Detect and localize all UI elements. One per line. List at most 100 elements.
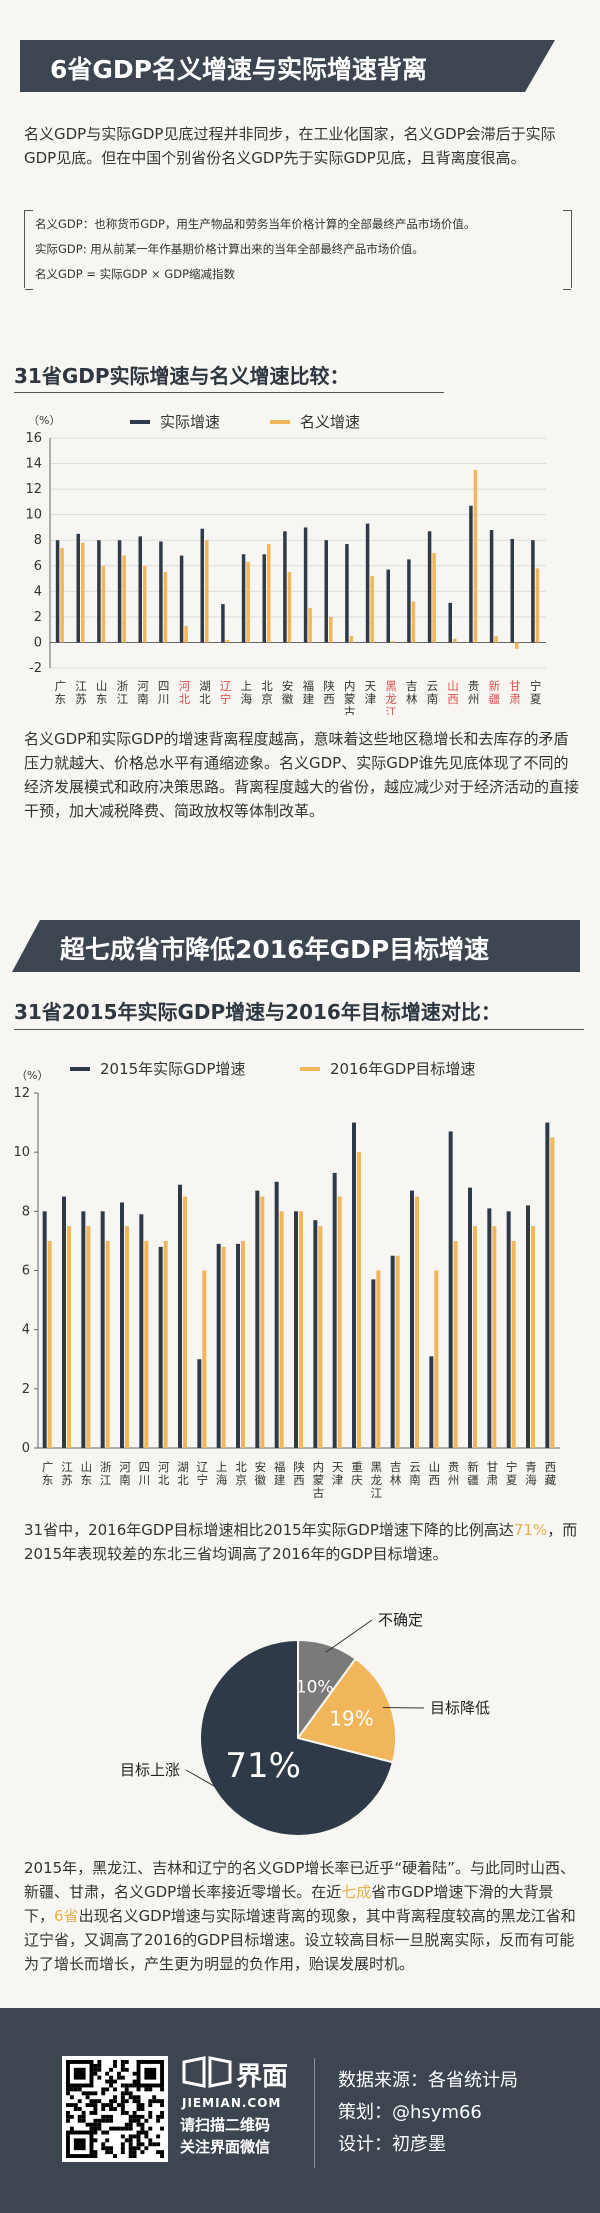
legend-swatch-0	[70, 1067, 90, 1071]
logo-icon	[182, 2056, 232, 2088]
x-tick-label-甘肃: 甘肃	[487, 1460, 499, 1487]
x-tick-label-北京: 北京	[261, 679, 273, 706]
bar-甘肃-1	[515, 642, 519, 649]
bar-黑龙江-1	[376, 1270, 381, 1448]
legend-swatch-0	[130, 420, 150, 424]
bar-宁夏-1	[535, 568, 540, 643]
qr-module	[128, 2114, 133, 2119]
qr-module	[85, 2103, 90, 2108]
qr-module	[101, 2146, 106, 2151]
qr-module	[160, 2114, 164, 2119]
qr-module	[136, 2142, 141, 2147]
qr-module	[69, 2095, 74, 2100]
banner-title-2: 超七成省市降低2016年GDP目标增速	[12, 920, 580, 972]
bar-福建-1	[279, 1211, 284, 1448]
qr-module	[93, 2126, 98, 2131]
x-tick-label-辽宁: 辽宁	[197, 1460, 209, 1487]
x-tick-label-河北: 河北	[179, 679, 191, 706]
qr-module	[160, 2103, 164, 2108]
bar-贵州-0	[469, 505, 473, 643]
y-tick-label: 6	[22, 1264, 30, 1279]
qr-module	[93, 2091, 98, 2096]
qr-module	[148, 2110, 153, 2115]
qr-module	[144, 2118, 149, 2123]
bar-天津-1	[370, 576, 374, 643]
bar-广东-1	[60, 547, 64, 643]
bar-安徽-1	[260, 1196, 265, 1448]
qr-module	[132, 2079, 137, 2084]
x-tick-label-福建: 福建	[274, 1460, 286, 1487]
qr-module	[85, 2091, 90, 2096]
bar-河南-0	[120, 1202, 124, 1448]
x-tick-label-内蒙古: 内蒙古	[313, 1460, 325, 1500]
qr-module	[116, 2103, 121, 2108]
qr-module	[128, 2126, 133, 2131]
qr-finder-inner	[73, 2138, 86, 2151]
x-tick-label-河南: 河南	[137, 679, 149, 706]
qr-module	[93, 2150, 98, 2155]
qr-module	[97, 2075, 102, 2080]
bar-河南-1	[125, 1226, 129, 1448]
qr-module	[81, 2091, 86, 2096]
paragraph-hard-landing: 2015年，黑龙江、吉林和辽宁的名义GDP增长率已近乎“硬着陆”。与此同时山西、…	[24, 1856, 580, 1976]
qr-module	[105, 2118, 110, 2123]
paragraph-target-ratio-text: 31省中，2016年GDP目标增速相比2015年实际GDP增速下降的比例高达	[24, 1521, 514, 1539]
qr-module	[113, 2095, 117, 2100]
qr-module	[93, 2071, 98, 2076]
paragraph-hard-landing-text-a: 2015年，黑龙江、吉林和辽宁的名义GDP增长率已近乎“硬着陆”。与此同时山西、…	[24, 1859, 575, 1901]
qr-module	[120, 2099, 125, 2104]
definition-nominal: 名义GDP：也称货币GDP，用生产物品和劳务当年价格计算的全部最终产品市场价值。	[35, 217, 476, 231]
qr-module	[160, 2150, 164, 2155]
qr-module	[66, 2110, 70, 2115]
bar-山东-0	[97, 540, 101, 643]
qr-module	[136, 2138, 141, 2143]
highlight-seventy-percent: 七成	[341, 1883, 372, 1901]
qr-module	[124, 2091, 129, 2096]
x-tick-label-云南: 云南	[409, 1460, 421, 1487]
qr-module	[152, 2099, 157, 2104]
definition-box: 名义GDP：也称货币GDP，用生产物品和劳务当年价格计算的全部最终产品市场价值。…	[24, 210, 572, 290]
qr-module	[66, 2091, 70, 2096]
x-tick-label-吉林: 吉林	[390, 1460, 402, 1487]
bar-云南-1	[432, 553, 436, 643]
qr-module	[109, 2107, 114, 2111]
y-tick-label: 16	[25, 431, 42, 446]
pie-label-2: 目标上涨	[120, 1761, 180, 1779]
qr-module	[124, 2067, 129, 2072]
qr-module	[105, 2114, 110, 2119]
qr-module	[93, 2063, 98, 2068]
y-tick-label: 6	[34, 559, 42, 574]
qr-module	[124, 2060, 129, 2064]
qr-module	[113, 2087, 117, 2092]
y-tick-label: -2	[29, 661, 42, 676]
qr-module	[113, 2154, 117, 2158]
qr-module	[69, 2103, 74, 2108]
bar-内蒙古-1	[318, 1226, 323, 1448]
x-tick-label-山东: 山东	[96, 679, 108, 706]
bar-山西-0	[429, 1356, 434, 1448]
bar-江苏-1	[81, 542, 85, 643]
bar-江苏-0	[62, 1196, 66, 1448]
qr-module	[97, 2126, 102, 2131]
y-tick-label: 12	[13, 1086, 30, 1101]
bar-宁夏-0	[506, 1211, 511, 1448]
bar-山西-1	[434, 1270, 439, 1448]
pie-value-2: 71%	[225, 1746, 301, 1786]
planner-credit: 策划：@hsym66	[338, 2102, 482, 2123]
x-tick-label-陕西: 陕西	[293, 1460, 305, 1487]
x-tick-label-山东: 山东	[81, 1460, 93, 1487]
qr-module	[148, 2126, 153, 2131]
x-tick-label-北京: 北京	[235, 1460, 247, 1487]
bar-山东-1	[101, 565, 106, 643]
bar-黑龙江-0	[386, 569, 390, 643]
bar-山西-1	[453, 638, 457, 643]
qr-module	[140, 2126, 145, 2131]
paragraph-target-ratio: 31省中，2016年GDP目标增速相比2015年实际GDP增速下降的比例高达71…	[24, 1518, 580, 1566]
bar-北京-1	[241, 1240, 245, 1448]
qr-module	[89, 2099, 94, 2104]
qr-module	[77, 2114, 82, 2119]
bar-安徽-1	[287, 572, 292, 643]
qr-module	[101, 2091, 106, 2096]
qr-module	[136, 2134, 141, 2139]
qr-module	[132, 2110, 137, 2115]
